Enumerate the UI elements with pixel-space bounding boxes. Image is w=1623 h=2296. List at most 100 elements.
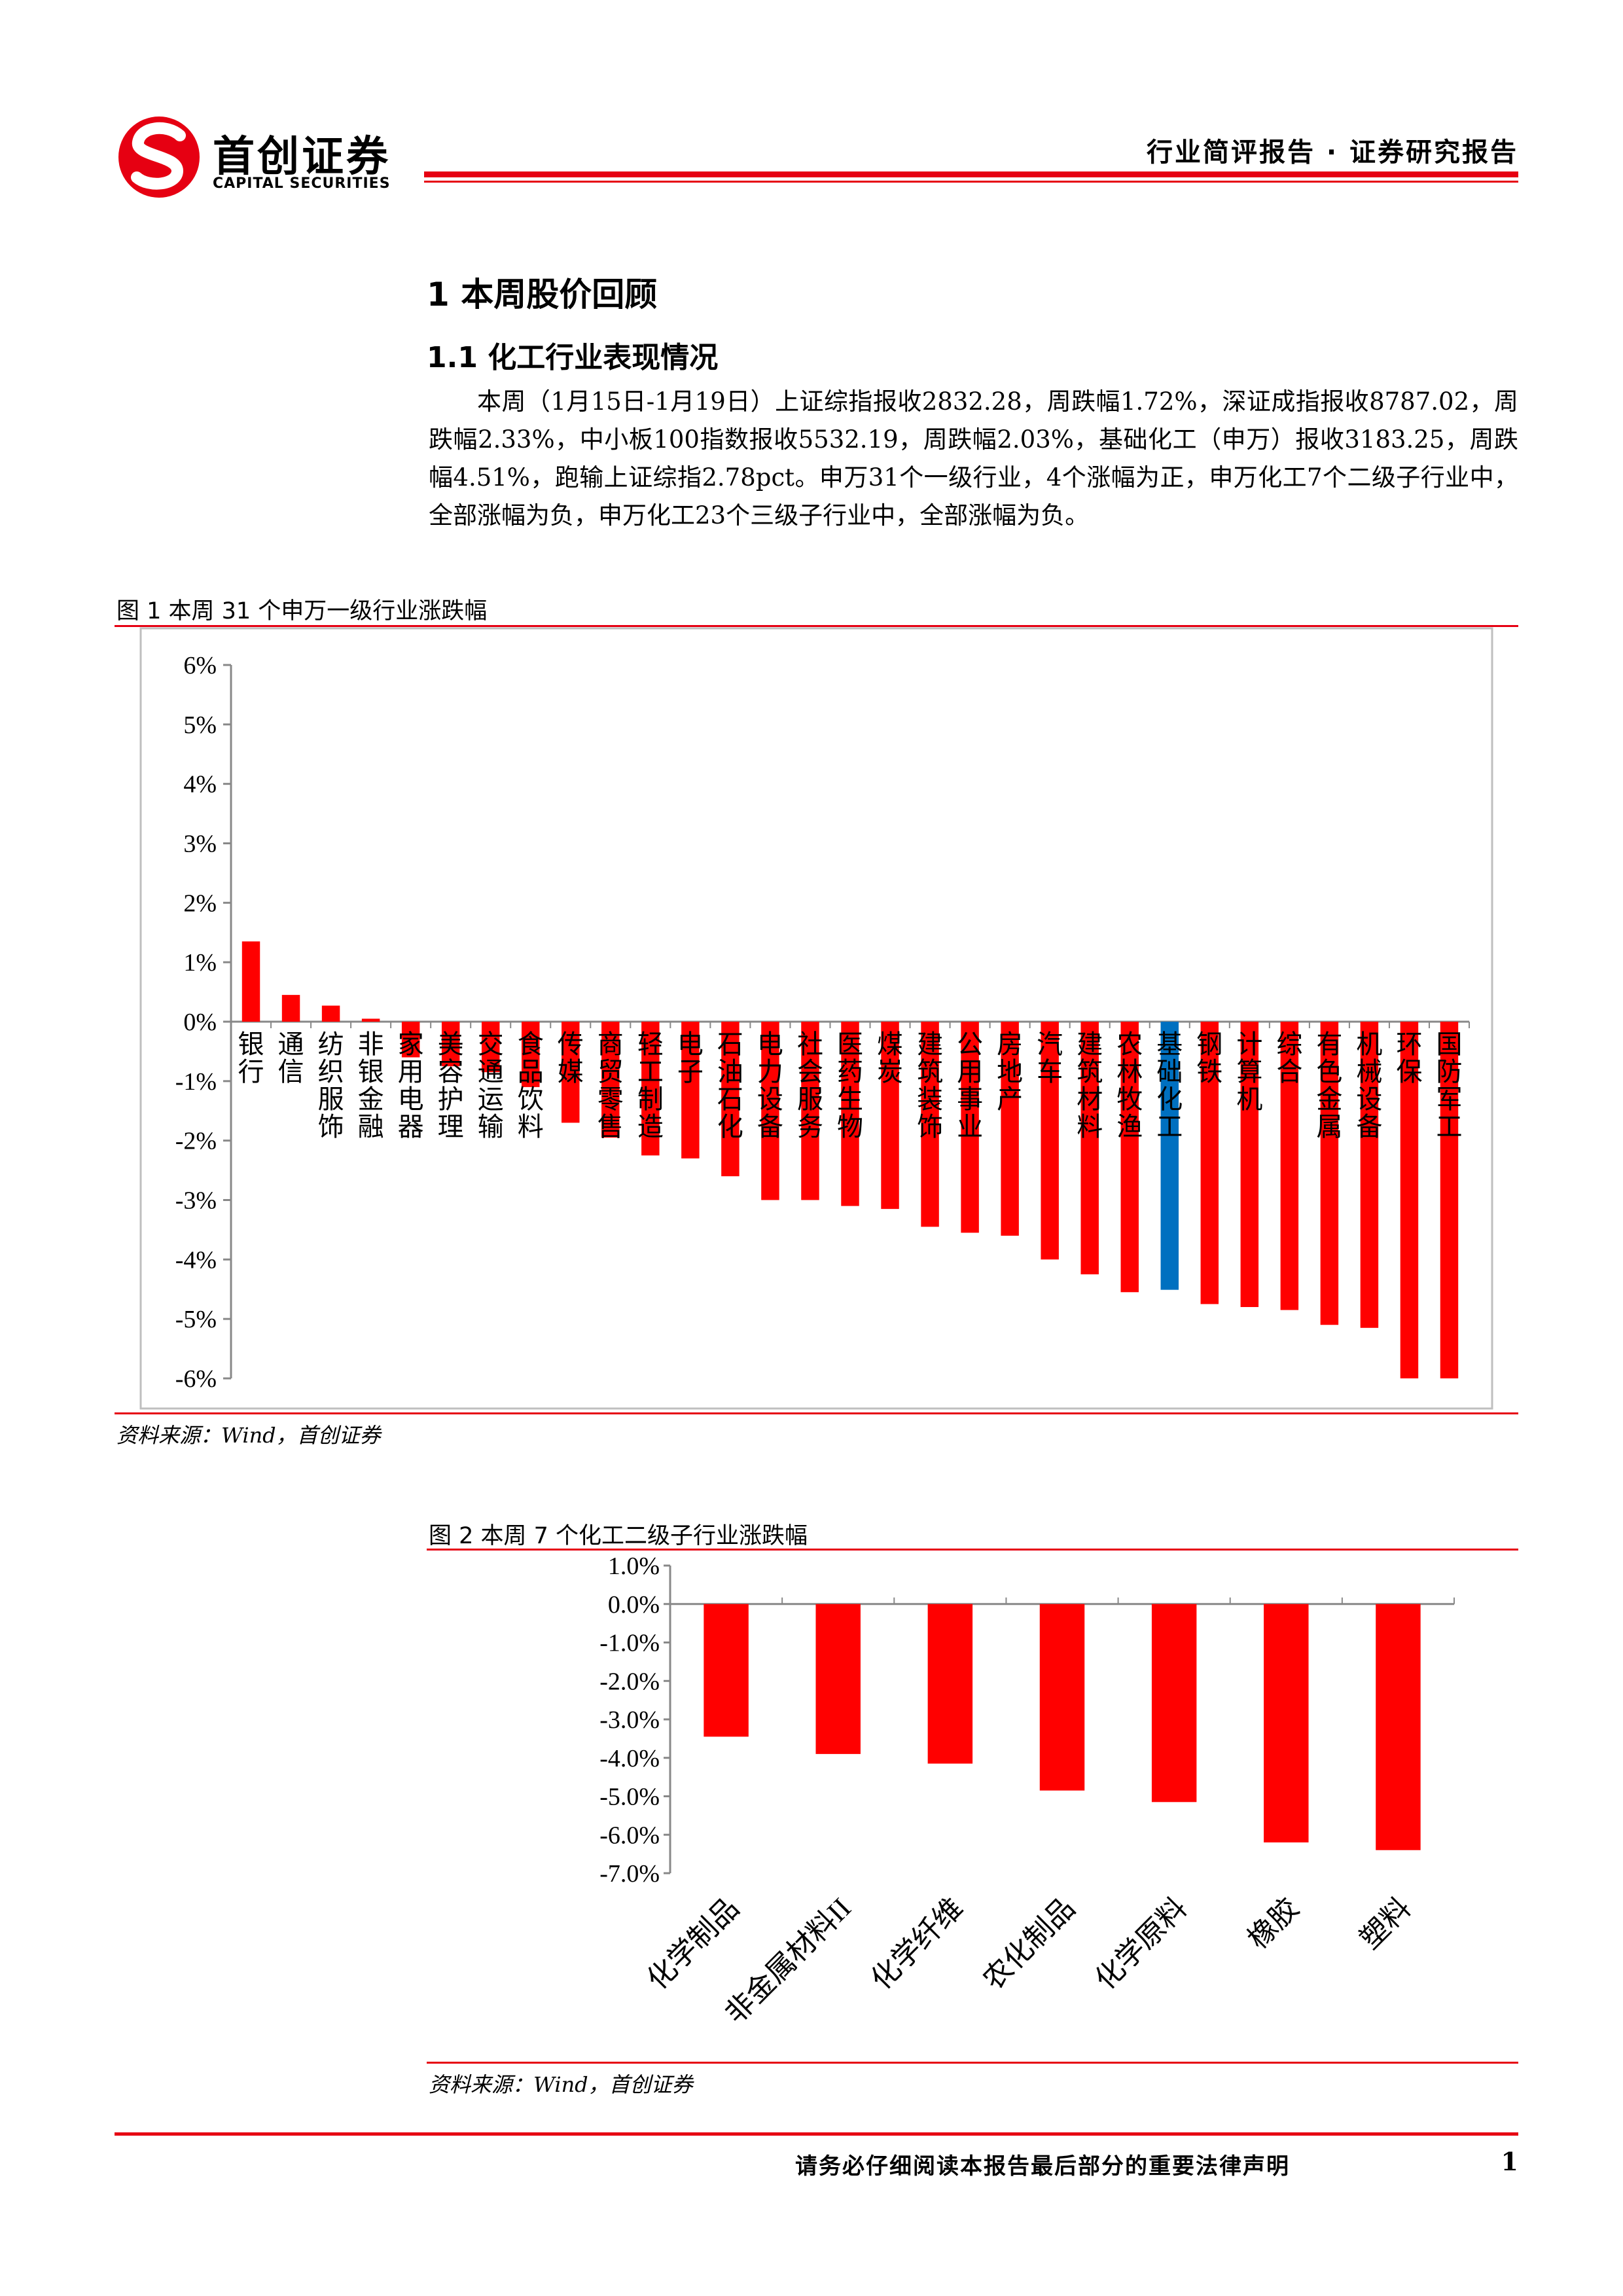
figure1-top-rule: [115, 625, 1518, 627]
chart1-bar: [1080, 1022, 1099, 1275]
chart2-bar: [1039, 1604, 1085, 1791]
chart1-x-label: 非银金融: [358, 1030, 384, 1141]
chart1-x-label: 煤炭: [877, 1030, 903, 1086]
chart1-y-tick-label: -4%: [175, 1246, 217, 1274]
chart1-bar: [361, 1018, 380, 1022]
section-heading: 1 本周股价回顾: [427, 276, 658, 314]
figure1-chart: 6% 5% 4% 3% 2% 1% 0% -1% -2% -3% -4% -5% -6% 银行通信纺织服饰…: [139, 627, 1493, 1410]
chart1-x-label: 商贸零售: [597, 1030, 624, 1141]
chart1-bar: [921, 1022, 939, 1227]
chart1-y-tick-label: 3%: [183, 831, 217, 858]
chart2-x-label: 化学原料: [1089, 1892, 1193, 1996]
chart1-y-tick-label: -3%: [175, 1187, 217, 1215]
company-logo: [118, 117, 200, 198]
chart1-x-label: 钢铁: [1196, 1030, 1222, 1086]
chart1-x-label: 有色金属: [1316, 1030, 1342, 1141]
figure2-chart: 1.0% 0.0% -1.0% -2.0% -3.0% -4.0% -5.0% -6.0% -7…: [599, 1552, 1455, 2030]
header-rule: [424, 171, 1518, 177]
footer-rule: [115, 2132, 1518, 2136]
chart1-x-label: 美容护理: [438, 1030, 464, 1141]
figure2-top-rule: [427, 1549, 1518, 1551]
chart2-bar: [1264, 1604, 1309, 1842]
chart2-bar: [815, 1604, 861, 1754]
chart1-bar: [1320, 1022, 1339, 1325]
chart1-bar: [961, 1022, 979, 1233]
chart1-bar: [641, 1022, 660, 1156]
chart1-y-tick-label: 6%: [183, 652, 217, 679]
footer-disclaimer: 请务必仔细阅读本报告最后部分的重要法律声明: [795, 2153, 1290, 2179]
chart1-bar: [481, 1022, 500, 1073]
chart1-x-label: 传媒: [558, 1030, 584, 1086]
chart1-x-label: 建筑装饰: [917, 1030, 943, 1141]
chart1-x-label: 基础化工: [1156, 1030, 1183, 1141]
chart1-bar: [562, 1022, 580, 1123]
chart1-bar: [1400, 1022, 1419, 1378]
chart1-x-label: 建筑材料: [1077, 1030, 1103, 1141]
chart2-y-tick-label: -4.0%: [599, 1745, 660, 1772]
chart1-x-label: 石油石化: [717, 1030, 743, 1141]
chart1-bar: [441, 1022, 460, 1067]
chart1-bar: [1360, 1022, 1379, 1328]
chart1-bar: [601, 1022, 620, 1138]
figure2-source: 资料来源：Wind，首创证券: [429, 2072, 693, 2097]
chart1-bar: [1440, 1022, 1459, 1378]
chart1-bar: [401, 1022, 420, 1058]
chart1-y-tick-label: 4%: [183, 771, 217, 798]
chart2-y-tick-label: -7.0%: [599, 1860, 660, 1888]
chart1-bar: [1280, 1022, 1299, 1310]
chart1-x-label: 家用电器: [398, 1030, 424, 1141]
chart1-x-label: 纺织服饰: [318, 1030, 344, 1141]
chart2-y-tick-label: -5.0%: [599, 1784, 660, 1811]
chart1-bar: [1041, 1022, 1059, 1260]
chart1-bar: [721, 1022, 740, 1177]
chart2-x-label: 橡胶: [1241, 1892, 1305, 1955]
chart1-x-label: 轻工制造: [637, 1030, 664, 1141]
chart1-y-tick-label: 2%: [183, 889, 217, 917]
figure1-bottom-rule: [115, 1412, 1518, 1414]
chart2-y-tick-label: -3.0%: [599, 1706, 660, 1734]
chart2-x-label: 塑料: [1354, 1892, 1418, 1955]
chart1-y-tick-label: -5%: [175, 1306, 217, 1333]
chart1-x-label: 食品饮料: [518, 1030, 544, 1141]
page-number: 1: [1501, 2147, 1518, 2176]
brand-name-en: CAPITAL SECURITIES: [213, 175, 391, 192]
chart1-bar: [1001, 1022, 1019, 1236]
chart1-x-label: 医药生物: [837, 1030, 863, 1141]
chart1-bar: [1240, 1022, 1259, 1307]
chart2-y-tick-label: 1.0%: [608, 1552, 660, 1580]
chart1-bar: [841, 1022, 859, 1206]
chart1-x-label: 国防军工: [1436, 1030, 1462, 1141]
chart1-frame: [139, 627, 1493, 1410]
chart1-x-label: 房地产: [997, 1030, 1023, 1114]
chart1-x-label: 银行: [238, 1030, 264, 1086]
chart1-x-label: 交通运输: [478, 1030, 504, 1141]
chart1-bar: [1200, 1022, 1219, 1304]
chart1-bar: [1120, 1022, 1139, 1293]
chart1-y-tick-label: -1%: [175, 1068, 217, 1096]
chart2-y-tick-label: -2.0%: [599, 1668, 660, 1695]
chart1-x-label: 通信: [278, 1030, 304, 1086]
chart1-x-label: 计算机: [1236, 1030, 1262, 1114]
chart1-bar: [1160, 1022, 1179, 1290]
chart2-x-label: 农化制品: [977, 1892, 1081, 1996]
chart2-y-tick-label: 0.0%: [608, 1591, 660, 1619]
chart2-y-tick-label: -6.0%: [599, 1821, 660, 1849]
chart1-x-label: 环保: [1396, 1030, 1422, 1086]
chart1-bar: [681, 1022, 700, 1158]
chart1-bar: [761, 1022, 779, 1200]
figure2-bottom-rule: [427, 2062, 1518, 2064]
chart1-x-label: 机械设备: [1356, 1030, 1382, 1141]
chart1-bar: [881, 1022, 899, 1210]
chart1-y-tick-label: 1%: [183, 949, 217, 977]
chart1-x-label: 社会服务: [797, 1030, 823, 1141]
figure1-title: 图 1 本周 31 个申万一级行业涨跌幅: [116, 598, 488, 624]
chart2-y-tick-label: -1.0%: [599, 1630, 660, 1657]
chart1-x-label: 公用事业: [957, 1030, 983, 1141]
chart1-x-label: 汽车: [1037, 1030, 1063, 1086]
chart1-bar: [321, 1005, 340, 1022]
chart2-x-label: 化学制品: [641, 1892, 745, 1996]
figure1-source: 资料来源：Wind，首创证券: [116, 1423, 381, 1448]
chart1-x-label: 农林牧渔: [1116, 1030, 1143, 1141]
chart2-bar: [1376, 1604, 1421, 1850]
header-rule-thin: [424, 181, 1518, 183]
